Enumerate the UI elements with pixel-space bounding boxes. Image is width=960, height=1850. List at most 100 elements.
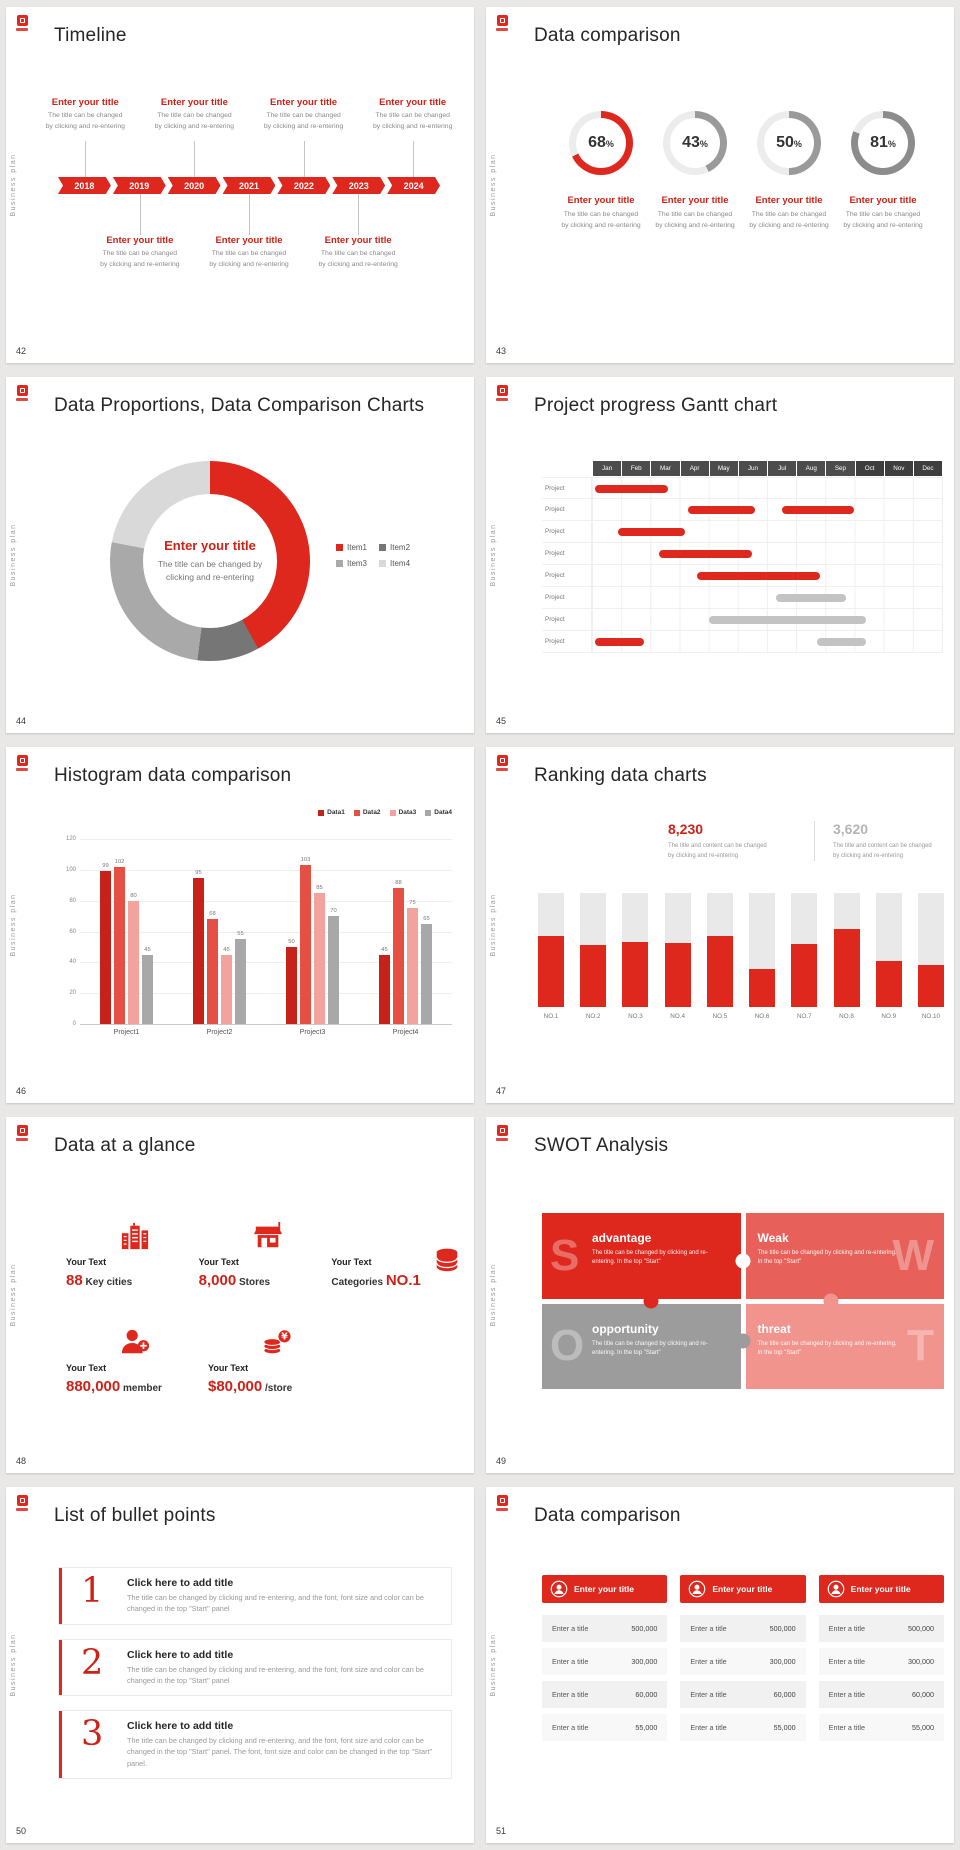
stat-item: Your Text 8,000 Stores (199, 1221, 332, 1301)
stat-item: Your Text 880,000 member (66, 1327, 208, 1407)
swot-piece-title: advantage (592, 1231, 652, 1245)
timeline-entry-desc: by clicking and re-entering (373, 122, 453, 130)
ranking-bar-label: NO.2 (585, 1013, 601, 1020)
ranking-bar-track (622, 893, 649, 1007)
timeline-year-segment: 2020 (168, 177, 221, 194)
ranking-bar-item: NO.7 (791, 893, 818, 1020)
bar-value-label: 70 (330, 908, 337, 915)
bar-value-label: 99 (102, 863, 109, 870)
brand-logo (14, 385, 30, 401)
table-row-label: Enter a title (552, 1657, 589, 1666)
slide-45-gantt: Business plan Project progress Gantt cha… (486, 377, 954, 733)
donut-center-title: Enter your title (164, 538, 256, 554)
bar-wrapper: 103 (300, 839, 311, 1024)
category-label: Project4 (392, 1029, 419, 1036)
gantt-chart: Jan Feb Mar Apr May Jun Jul Aug Sep Oct Nov Dec Proj… (542, 461, 943, 653)
slide-43-data-comparison: Business plan Data comparison 68% Enter y… (486, 7, 954, 363)
ranking-bar-label: NO.1 (543, 1013, 559, 1020)
timeline-entry-desc: The title can be changed (102, 250, 178, 257)
logo-text (496, 28, 508, 31)
swot-letter: T (907, 1321, 934, 1371)
timeline-entry-desc: The title can be changed (375, 112, 450, 119)
swot-piece-title: opportunity (592, 1321, 659, 1336)
gantt-bar (659, 550, 753, 558)
ring-item-desc: by clicking and re-entering (749, 221, 829, 229)
gantt-row: Project (542, 543, 943, 565)
legend-label: Data4 (434, 809, 452, 816)
gantt-row-track (592, 587, 943, 608)
slide-title: Project progress Gantt chart (534, 395, 778, 416)
legend-label: Data3 (398, 809, 417, 816)
bar-value-label: 95 (195, 869, 202, 876)
swot-piece-body: threat The title can be changed by clicki… (758, 1322, 899, 1359)
ranking-bar-track (749, 893, 776, 1007)
bar-wrapper: 70 (328, 839, 339, 1024)
timeline-entry-desc: by clicking and re-entering (209, 260, 289, 268)
ring-item-desc: by clicking and re-entering (655, 221, 735, 229)
y-axis-label: 80 (69, 897, 76, 904)
y-axis-label: 40 (69, 959, 76, 966)
slide-number: 46 (16, 1086, 27, 1096)
gantt-bar (594, 638, 645, 646)
stat-label: Your Text (331, 1257, 372, 1267)
city-buildings-icon (120, 1221, 150, 1251)
coins-icon: ¥ (262, 1327, 292, 1357)
bullet-number: 3 (81, 1714, 104, 1755)
donut-center-desc-line: The title can be changed by (157, 559, 263, 570)
timeline-year-segment: 2022 (277, 177, 330, 194)
legend-label: Item1 (347, 543, 368, 552)
stat-value: 88 (66, 1272, 83, 1289)
table-row-label: Enter a title (690, 1657, 727, 1666)
side-label: Business plan (10, 1263, 17, 1327)
side-label: Business plan (490, 1633, 497, 1697)
swot-piece-body: advantage The title can be changed by cli… (592, 1231, 729, 1268)
ranking-bar-label: NO.5 (712, 1013, 728, 1020)
bar-wrapper: 45 (142, 839, 153, 1024)
bar-value-label: 88 (395, 880, 402, 887)
logo-mark-icon (496, 15, 508, 26)
slide-48-data-at-a-glance: Business plan Data at a glance Your Text… (6, 1117, 474, 1473)
donut-center-desc-line: clicking and re-entering (166, 572, 254, 582)
gantt-row-label: Project (542, 609, 592, 630)
y-axis-label: 100 (65, 866, 76, 873)
bar (286, 946, 297, 1024)
bullet-item: 3 Click here to add title The title can be… (58, 1710, 452, 1780)
timeline-entry-title: Enter your title (324, 235, 392, 246)
gantt-row-label: Project (542, 543, 592, 564)
bar-value-label: 68 (209, 911, 216, 918)
table-row-value: 55,000 (773, 1723, 796, 1732)
progress-ring-hole: 43% (670, 118, 720, 168)
stat-secondary: 3,620 The title and content can be chang… (814, 821, 932, 862)
stat-label: Your Text (198, 1257, 239, 1267)
bar (379, 954, 390, 1024)
slide-44-donut-chart: Business plan Data Proportions, Data Com… (6, 377, 474, 733)
bar-wrapper: 75 (407, 839, 418, 1024)
progress-ring: 68% (569, 111, 633, 175)
ring-item-desc: The title can be changed (563, 211, 639, 218)
stat-suffix: Key cities (82, 1277, 133, 1288)
category-label: Project2 (206, 1029, 233, 1036)
logo-text (496, 1138, 508, 1141)
timeline-entries: Enter your title The title can be changed… (46, 97, 453, 307)
stat-label: Your Text (66, 1257, 107, 1267)
gantt-month-cell: Jan (593, 461, 622, 476)
slide-46-histogram: Business plan Histogram data comparison … (6, 747, 474, 1103)
gantt-row: Project (542, 609, 943, 631)
stat-desc-line: The title and content can be changed (833, 843, 932, 849)
timeline-entry-desc: by clicking and re-entering (100, 260, 180, 268)
gantt-row-track (592, 543, 943, 564)
progress-ring-hole: 81% (858, 118, 908, 168)
timeline-year-bar: 2018 2019 2020 2021 2022 2023 2024 (58, 177, 440, 194)
timeline-entry-title: Enter your title (379, 97, 447, 108)
progress-rings: 68% Enter your title The title can be chan… (556, 111, 928, 231)
logo-text (496, 1508, 508, 1511)
slide-number: 48 (16, 1456, 27, 1466)
bullet-desc: The title can be changed by clicking and… (127, 1736, 433, 1768)
ring-item-desc: The title can be changed (657, 211, 733, 218)
gantt-corner (542, 461, 592, 476)
progress-ring: 43% (663, 111, 727, 175)
ranking-bar-item: NO.5 (706, 893, 733, 1020)
timeline-entry-title: Enter your title (270, 97, 338, 108)
legend-label: Data1 (327, 809, 345, 816)
